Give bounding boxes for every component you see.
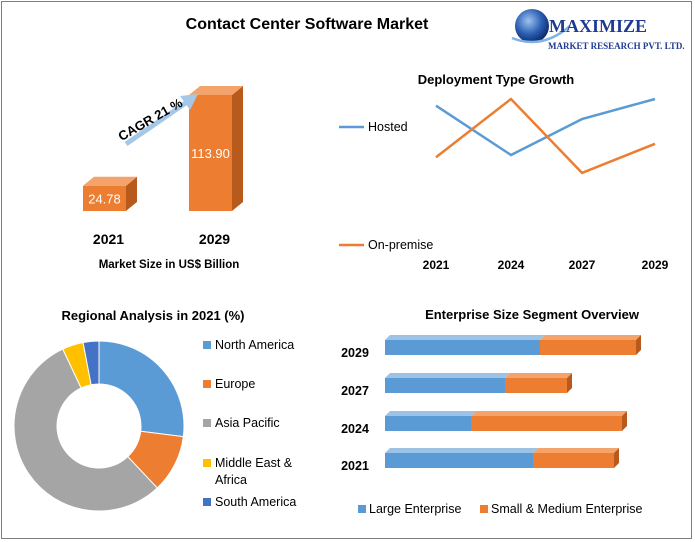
bar-top — [471, 411, 627, 416]
bar-top — [189, 86, 243, 95]
legend-swatch — [203, 341, 211, 349]
cagr-arrow — [124, 94, 198, 147]
bar-segment — [540, 340, 636, 355]
bar — [83, 185, 126, 211]
bar-segment — [505, 378, 567, 393]
company-logo: MAXIMIZE MARKET RESEARCH PVT. LTD. — [511, 9, 685, 51]
legend-label: On-premise — [368, 238, 433, 252]
bar-category-label: 2029 — [199, 231, 230, 247]
market-size-xlabel: Market Size in US$ Billion — [99, 259, 240, 271]
legend-label: North America — [215, 338, 294, 352]
donut-slice — [98, 340, 185, 438]
bar-top — [540, 335, 641, 340]
bar-top — [533, 448, 619, 453]
legend-swatch — [480, 505, 488, 513]
donut-slice — [82, 340, 100, 386]
legend-label: Asia Pacific — [215, 416, 280, 430]
cagr-arrow-head — [180, 94, 198, 110]
series-line-on-premise — [435, 97, 656, 175]
legend-label: Hosted — [368, 120, 408, 134]
legend-swatch — [203, 419, 211, 427]
enterprise-title: Enterprise Size Segment Overview — [425, 307, 640, 322]
x-tick-label: 2027 — [569, 258, 596, 272]
bar-top — [505, 373, 572, 378]
bar-segment — [533, 453, 614, 468]
deployment-title: Deployment Type Growth — [418, 72, 575, 87]
legend-label: Europe — [215, 377, 255, 391]
logo-swoosh — [511, 25, 571, 44]
bar-top — [385, 411, 476, 416]
y-tick-label: 2024 — [341, 422, 369, 436]
globe-icon — [515, 9, 549, 43]
cagr-annotation: CAGR 21 % — [116, 95, 186, 144]
regional-donut-chart: Regional Analysis in 2021 (%) North Amer… — [13, 308, 296, 512]
bar-side — [232, 86, 243, 211]
bar-top — [385, 448, 538, 453]
x-tick-label: 2024 — [498, 258, 525, 272]
logo-subtitle: MARKET RESEARCH PVT. LTD. — [548, 41, 685, 51]
bar — [189, 95, 232, 211]
cagr-arrow-line — [124, 97, 192, 147]
bar-segment — [385, 378, 505, 393]
bar-side — [567, 373, 572, 393]
deployment-line-chart: Deployment Type Growth HostedOn-premise … — [339, 72, 669, 272]
legend-swatch — [203, 380, 211, 388]
y-tick-label: 2021 — [341, 459, 369, 473]
bar-category-label: 2021 — [93, 231, 124, 247]
legend-swatch — [203, 498, 211, 506]
x-tick-label: 2029 — [642, 258, 669, 272]
enterprise-bar-chart: Enterprise Size Segment Overview 2021 202… — [341, 307, 642, 516]
x-tick-label: 2021 — [423, 258, 450, 272]
legend-swatch — [358, 505, 366, 513]
bar-data-label: 24.78 — [88, 191, 121, 206]
logo-name: MAXIMIZE — [549, 16, 647, 36]
bar-data-label: 113.90 — [191, 146, 230, 161]
bar-segment — [471, 416, 622, 431]
bar-side — [126, 176, 137, 211]
y-tick-label: 2029 — [341, 346, 369, 360]
bar-top — [385, 335, 545, 340]
market-size-chart: 24.78 2021 113.90 2029 CAGR 21 % Market Siz… — [83, 86, 243, 271]
regional-title: Regional Analysis in 2021 (%) — [61, 308, 244, 323]
bar-segment — [385, 416, 471, 431]
bar-side — [636, 335, 641, 355]
bar-segment — [385, 340, 540, 355]
bar-top — [83, 176, 137, 186]
bar-side — [622, 411, 627, 431]
legend-label: Large Enterprise — [369, 502, 461, 516]
legend-label: Small & Medium Enterprise — [491, 502, 642, 516]
legend-label: South America — [215, 495, 296, 509]
series-line-hosted — [435, 97, 656, 157]
page-title: Contact Center Software Market — [186, 16, 429, 33]
bar-side — [614, 448, 619, 468]
legend-swatch — [203, 459, 211, 467]
donut-slice — [13, 348, 158, 512]
y-tick-label: 2027 — [341, 384, 369, 398]
bar-top — [385, 373, 510, 378]
legend-label: Middle East & Africa — [215, 456, 293, 487]
bar-segment — [385, 453, 533, 468]
